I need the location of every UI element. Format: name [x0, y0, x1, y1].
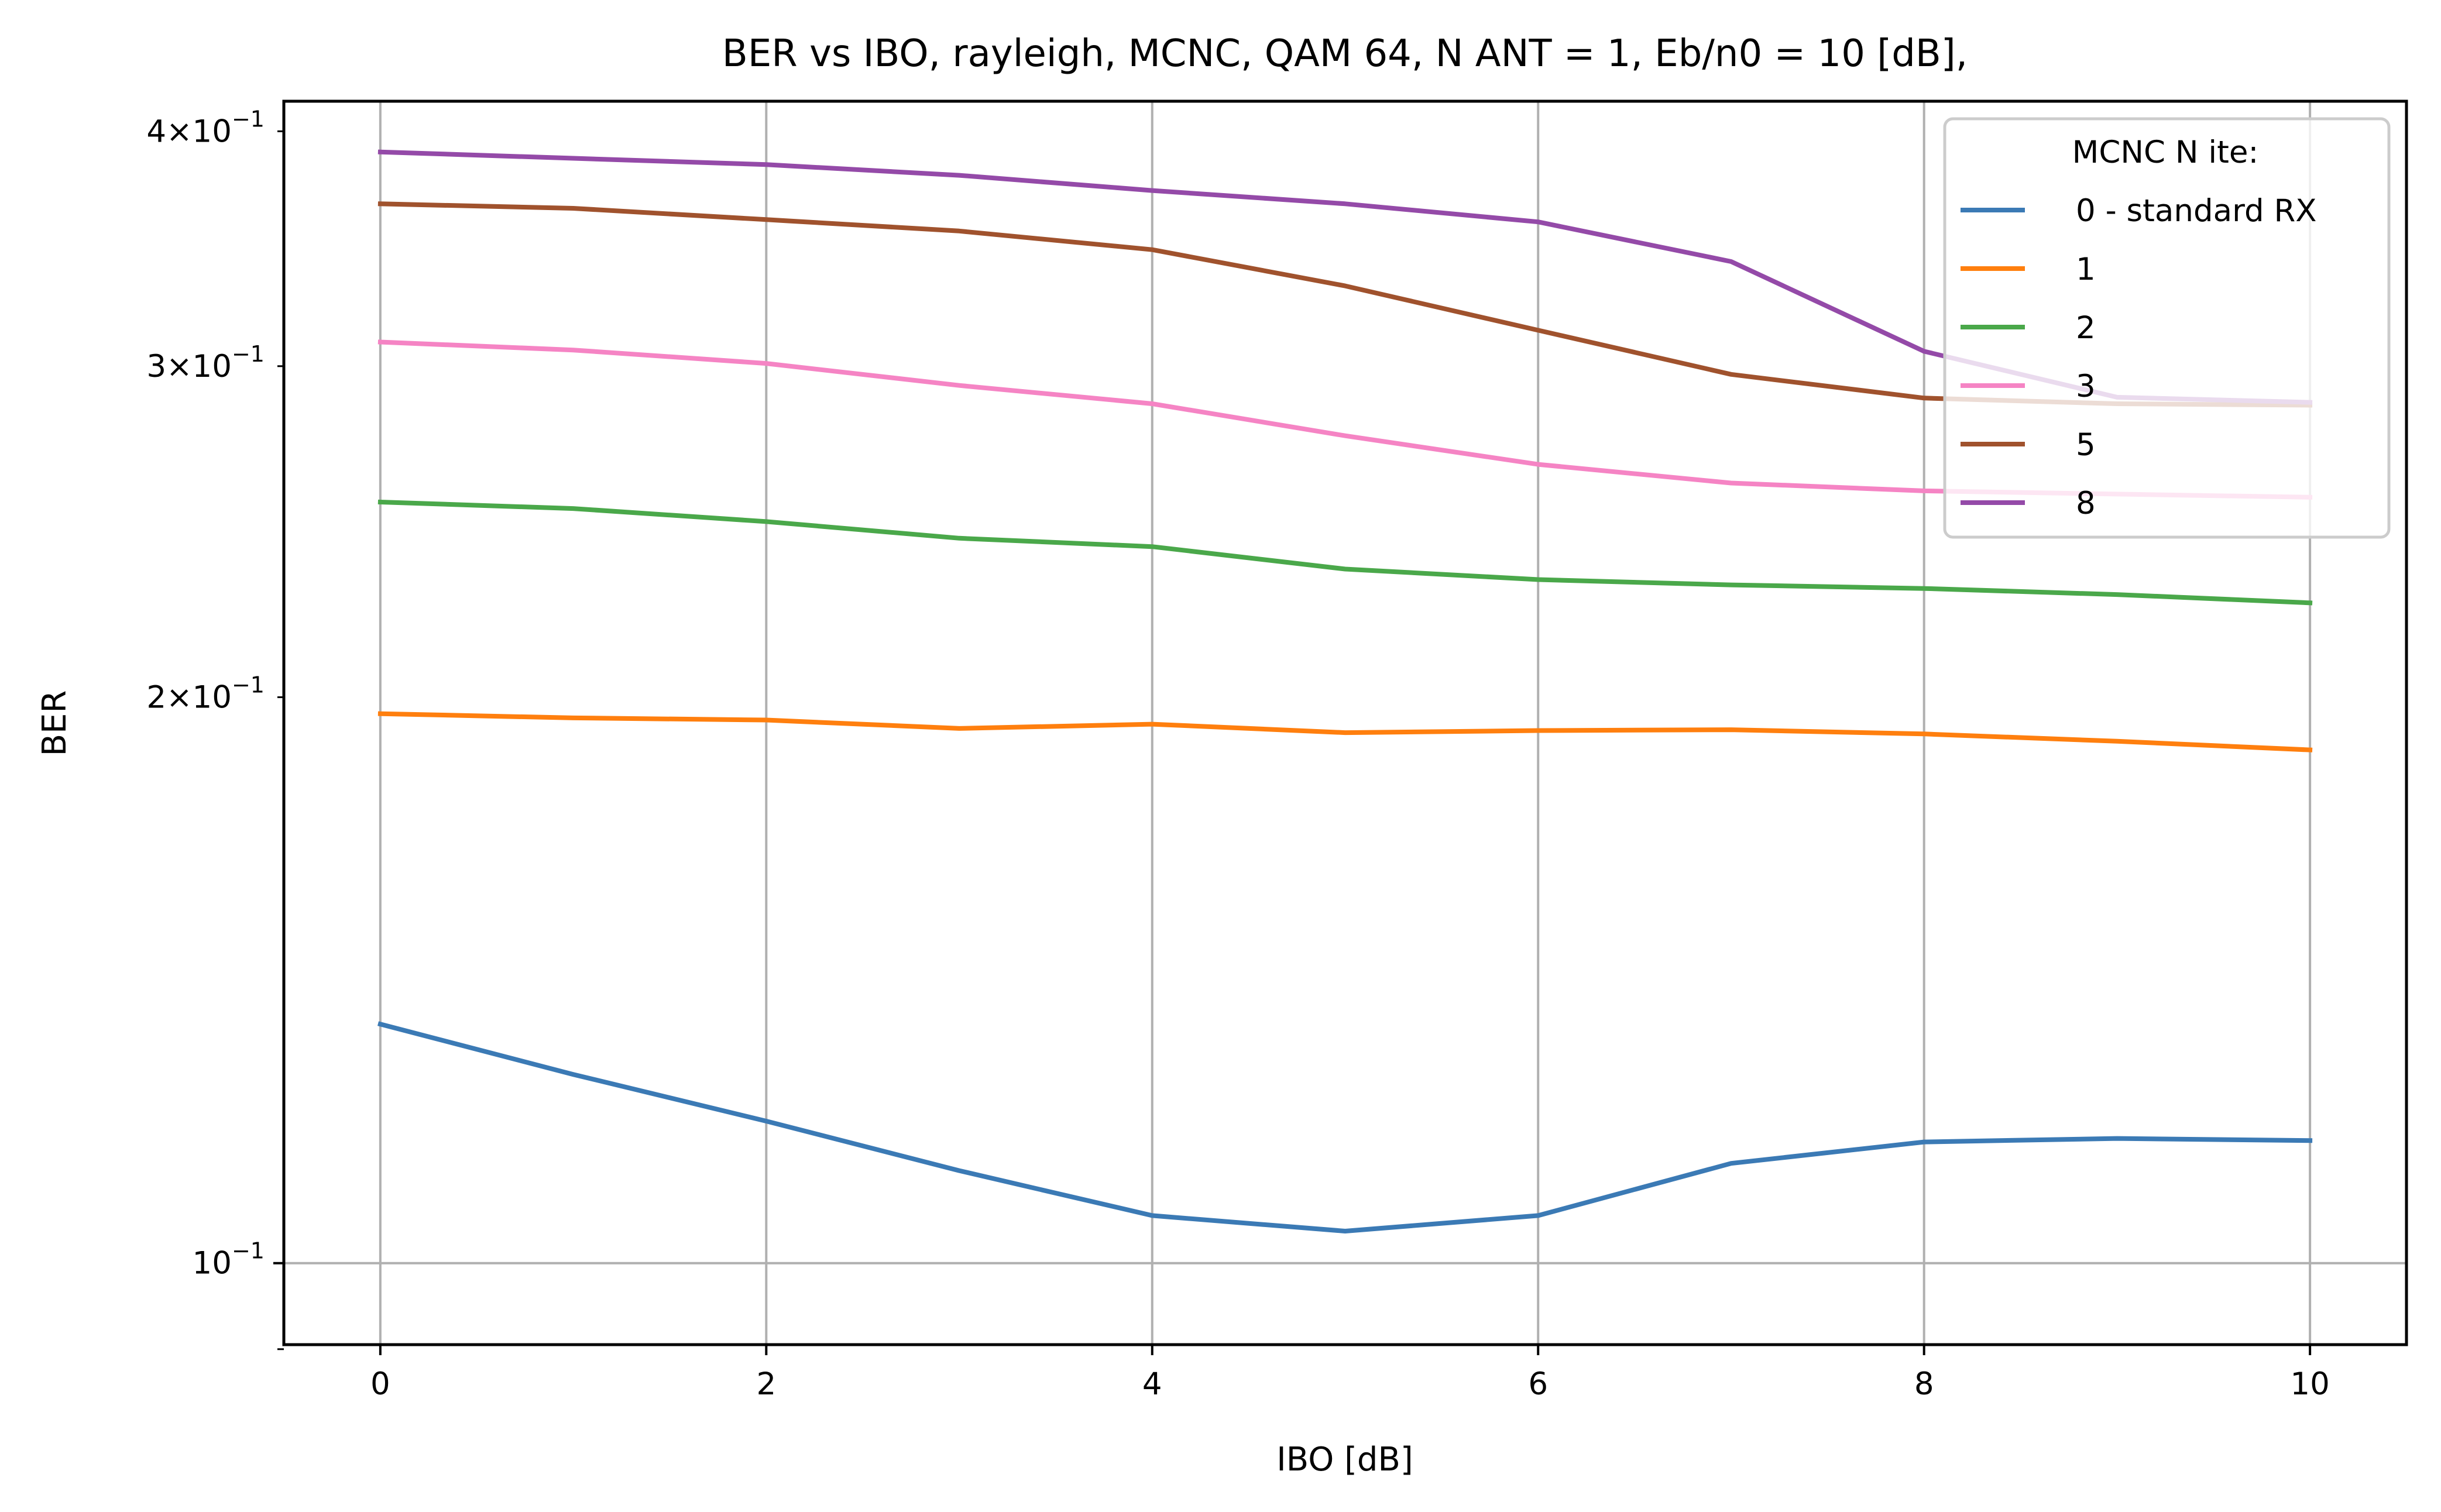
legend: MCNC N ite: 0 - standard RX 1 2 3 5 8 [1943, 117, 2391, 539]
x-tick-label: 8 [1914, 1366, 1934, 1402]
series-line-2 [377, 499, 2313, 606]
x-tick-label: 0 [370, 1366, 390, 1402]
legend-entries: 0 - standard RX 1 2 3 5 8 [1961, 193, 2317, 521]
y-tick-label: 10−1 [193, 1238, 265, 1281]
legend-label: 8 [2076, 486, 2096, 521]
x-tick-label: 6 [1528, 1366, 1548, 1402]
legend-label: 5 [2076, 427, 2096, 463]
plot-area-frame [282, 99, 2408, 1346]
y-tick-label: 2×10−1 [146, 672, 265, 716]
chart-title: BER vs IBO, rayleigh, MCNC, QAM 64, N AN… [722, 32, 1968, 75]
legend-frame [1943, 117, 2391, 539]
x-axis-label: IBO [dB] [1276, 1441, 1413, 1479]
x-tick-label: 2 [756, 1366, 776, 1402]
y-tick-label: 3×10−1 [146, 341, 265, 384]
series-line-1 [377, 711, 2313, 752]
legend-title: MCNC N ite: [2072, 135, 2259, 170]
x-tick-label: 4 [1142, 1366, 1162, 1402]
y-tick-label: 4×10−1 [146, 106, 265, 149]
x-tick-label: 10 [2290, 1366, 2329, 1402]
legend-label: 2 [2076, 310, 2096, 346]
y-axis-label: BER [36, 690, 74, 757]
legend-label: 1 [2076, 252, 2096, 287]
legend-label: 3 [2076, 369, 2096, 404]
series-line-0 [377, 1021, 2313, 1233]
axis-ticks: 0 2 4 6 8 10 10−1 2×10−1 3×10−1 4×10−1 [146, 106, 2329, 1402]
legend-label: 0 - standard RX [2076, 193, 2317, 229]
